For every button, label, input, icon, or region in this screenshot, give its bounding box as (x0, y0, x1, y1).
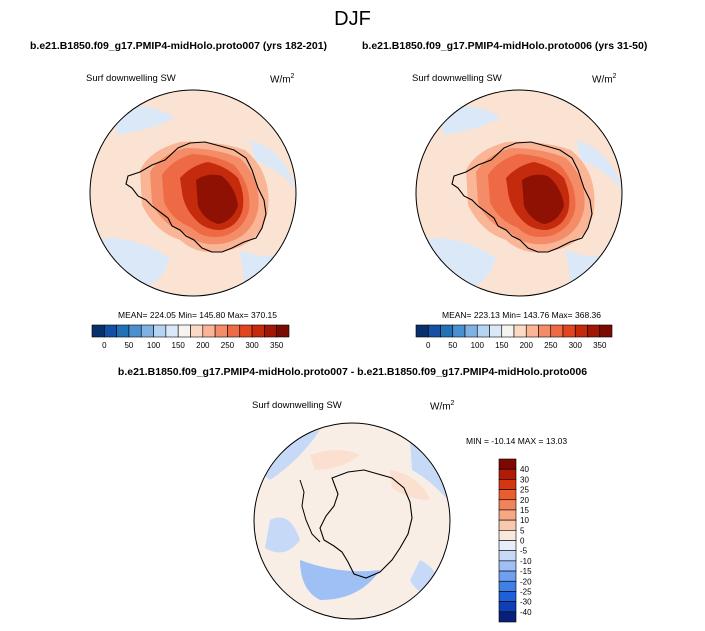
diff-colorbar-tick-label: 10 (520, 516, 529, 525)
panel2-colorbar-tick-label: 100 (471, 341, 485, 350)
panel2-colorbar-box (550, 324, 564, 338)
panel2-map (415, 89, 623, 297)
diff-variable-label: Surf downwelling SW (252, 400, 342, 411)
panel1-colorbar-box (264, 324, 277, 338)
diff-colorbar-tick-label: 15 (520, 506, 529, 515)
diff-colorbar-tick-label: -10 (520, 557, 532, 566)
diff-colorbar-tick-label: 0 (520, 537, 525, 546)
panel1-colorbar-box (190, 324, 204, 338)
panel1-map (89, 89, 297, 297)
panel2-colorbar-tick-label: 300 (569, 341, 583, 350)
panel2-colorbar-box (427, 324, 441, 338)
diff-colorbar-box (498, 509, 517, 521)
diff-colorbar-box (498, 530, 517, 541)
diff-colorbar-tick-label: -30 (520, 598, 532, 607)
panel2-colorbar-box (562, 324, 576, 338)
panel2-colorbar-box (501, 324, 515, 338)
panel1-colorbar-box (153, 324, 167, 338)
panel2-colorbar-tick-label: 50 (448, 341, 457, 350)
diff-colorbar-box (498, 468, 517, 480)
diff-colorbar-tick-label: 25 (520, 486, 529, 495)
diff-colorbar-box (498, 550, 517, 562)
panel2-title: b.e21.B1850.f09_g17.PMIP4-midHolo.proto0… (362, 40, 648, 52)
panel2-colorbar-tick-label: 150 (495, 341, 509, 350)
panel1-colorbar-box (227, 324, 241, 338)
diff-colorbar-box (498, 560, 517, 572)
diff-colorbar-box (498, 601, 517, 613)
panel2-variable-label: Surf downwelling SW (412, 73, 502, 84)
panel2-colorbar-box (587, 324, 601, 338)
diff-colorbar-box (498, 519, 517, 531)
diff-colorbar-tick-label: -40 (520, 608, 532, 617)
panel1-colorbar-box (116, 324, 130, 338)
panel2-colorbar-box (525, 324, 539, 338)
panel1-colorbar-tick-label: 200 (196, 341, 210, 350)
panel1-colorbar: 0 50 100 150 200 250 300 350 (91, 324, 290, 350)
diff-colorbar-tick-label: -25 (520, 587, 532, 596)
panel1-colorbar-box (128, 324, 142, 338)
diff-colorbar-tick-label: 5 (520, 526, 525, 535)
panel1-units: W/m2 (270, 73, 295, 86)
panel2-colorbar-box (513, 324, 527, 338)
panel2-units: W/m2 (592, 73, 617, 86)
panel1-colorbar-box (91, 324, 105, 338)
panel2-colorbar-box (489, 324, 503, 338)
diff-colorbar-box (498, 591, 517, 602)
diff-colorbar-box (498, 570, 517, 582)
panel1-colorbar-box (276, 324, 290, 338)
panel1-colorbar-box (202, 324, 216, 338)
diff-map (253, 422, 451, 620)
diff-colorbar-box (498, 611, 517, 623)
panel1-colorbar-box (140, 324, 154, 338)
panel1-title: b.e21.B1850.f09_g17.PMIP4-midHolo.proto0… (30, 40, 328, 52)
panel1-stats: MEAN= 224.05 Min= 145.80 Max= 370.15 (118, 310, 278, 320)
panel1-colorbar-tick-label: 0 (102, 341, 107, 350)
panel1-colorbar-tick-label: 250 (221, 341, 235, 350)
panel2-colorbar: 0 50 100 150 200 250 300 350 (415, 324, 613, 350)
diff-colorbar-box (498, 489, 517, 501)
diff-colorbar-tick-label: -15 (520, 567, 532, 576)
panel1-variable-label: Surf downwelling SW (86, 73, 176, 84)
diff-units: W/m2 (430, 400, 455, 413)
panel2-colorbar-box (538, 324, 552, 338)
diff-colorbar-box (498, 580, 517, 592)
panel2-colorbar-box (415, 324, 429, 338)
panel2-colorbar-tick-label: 250 (544, 341, 558, 350)
panel2-colorbar-tick-label: 350 (593, 341, 607, 350)
panel2-colorbar-box (464, 324, 478, 338)
panel2-colorbar-tick-label: 200 (520, 341, 534, 350)
panel2-stats: MEAN= 223.13 Min= 143.76 Max= 368.36 (442, 310, 602, 320)
diff-colorbar-box (498, 499, 517, 511)
panel1-colorbar-box (239, 324, 253, 338)
difference-title: b.e21.B1850.f09_g17.PMIP4-midHolo.proto0… (117, 366, 588, 378)
diff-colorbar-box (498, 479, 517, 490)
panel2-colorbar-box (574, 324, 588, 338)
diff-colorbar-tick-label: -20 (520, 577, 532, 586)
panel1-colorbar-tick-label: 300 (245, 341, 259, 350)
panel2-colorbar-box (452, 324, 466, 338)
panel2-colorbar-box (440, 324, 454, 338)
panel2-colorbar-box (599, 324, 613, 338)
panel2-colorbar-tick-label: 0 (426, 341, 431, 350)
diff-colorbar-box (498, 458, 517, 470)
panel1-colorbar-tick-label: 350 (270, 341, 284, 350)
panel1-colorbar-tick-label: 150 (172, 341, 186, 350)
panel1-colorbar-box (214, 324, 228, 338)
panel1-colorbar-tick-label: 100 (147, 341, 161, 350)
diff-colorbar-tick-label: -5 (520, 547, 528, 556)
diff-colorbar-tick-label: 30 (520, 475, 529, 484)
panel1-colorbar-box (251, 324, 265, 338)
diff-colorbar-tick-label: 40 (520, 465, 529, 474)
panel1-colorbar-box (104, 324, 117, 338)
panel1-colorbar-box (165, 324, 179, 338)
panel2-colorbar-box (476, 324, 490, 338)
diff-colorbar-tick-label: 20 (520, 496, 529, 505)
figure-title: DJF (334, 8, 371, 30)
panel1-colorbar-box (177, 324, 191, 338)
diff-colorbar-box (498, 540, 517, 551)
panel1-colorbar-tick-label: 50 (124, 341, 133, 350)
diff-stats: MIN = -10.14 MAX = 13.03 (466, 436, 568, 446)
